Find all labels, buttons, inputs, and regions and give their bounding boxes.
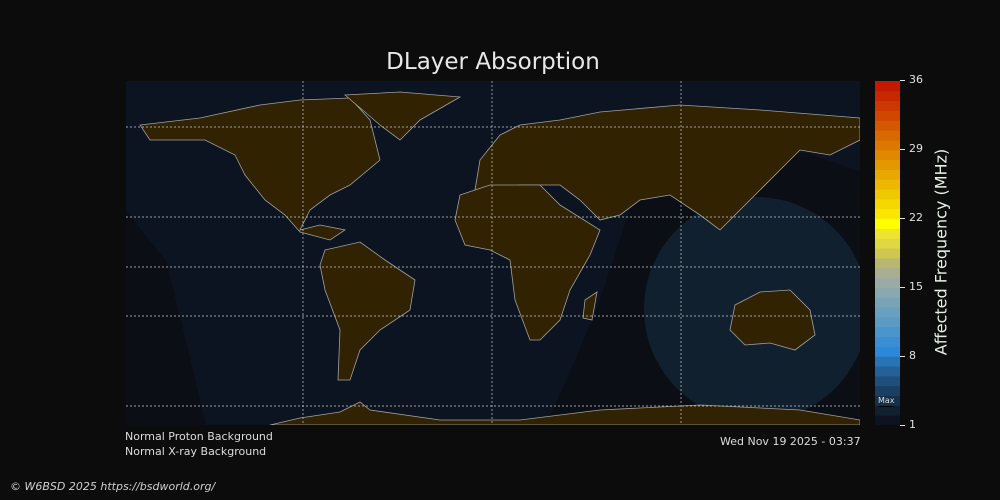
colorbar-band [875,375,900,387]
colorbar-band [875,366,900,377]
colorbar-band [875,297,900,308]
colorbar-band [875,100,900,111]
colorbar-band [875,316,900,328]
north-america [139,97,381,241]
colorbar-band [875,248,900,259]
colorbar-tick: 36 [900,73,923,86]
antarctica [269,401,860,425]
colorbar-band [875,267,900,279]
colorbar-band [875,307,900,318]
colorbar-band [875,385,900,397]
colorbar-band [875,405,900,416]
copyright: © W6BSD 2025 https://bsdworld.org/ [10,480,216,493]
proton-status: Normal Proton Background [125,430,273,443]
colorbar-tick: 8 [900,349,916,362]
colorbar-band [875,228,900,239]
colorbar-band [875,356,900,367]
colorbar-band [875,415,900,425]
colorbar-band [875,198,900,210]
madagascar [582,291,598,321]
colorbar-band [875,120,900,131]
colorbar-band [875,395,900,406]
max-marker: Max [878,396,895,405]
colorbar-band [875,257,900,269]
graticule [126,81,860,425]
australia [729,289,816,351]
colorbar-band [875,238,900,249]
colorbar-band [875,139,900,151]
south-america [319,241,416,381]
night-region [126,211,206,425]
africa [454,184,601,341]
eurasia [474,104,860,231]
greenland [343,91,462,141]
map-title: DLayer Absorption [386,49,600,75]
colorbar-band [875,189,900,200]
colorbar-tick: 1 [900,418,916,431]
colorbar-band [875,159,900,170]
timestamp: Wed Nov 19 2025 - 03:37 [720,435,861,448]
colorbar-band [875,326,900,338]
colorbar-band [875,287,900,298]
colorbar-band [875,149,900,161]
colorbar-label: Affected Frequency (MHz) [931,148,951,356]
colorbar-band [875,218,900,229]
colorbar-tick: 22 [900,211,923,224]
colorbar-tick: 15 [900,280,923,293]
colorbar [875,81,900,425]
colorbar-band [875,90,900,102]
colorbar-band [875,130,900,141]
colorbar-band [875,179,900,190]
colorbar-band [875,208,900,220]
colorbar-band [875,346,900,357]
xray-status: Normal X-ray Background [125,445,267,458]
colorbar-tick: 29 [900,142,923,155]
colorbar-band [875,81,900,92]
colorbar-band [875,110,900,121]
colorbar-band [875,336,900,347]
world-map [126,81,860,425]
max-arrow-icon [878,406,894,407]
colorbar-band [875,277,900,288]
colorbar-band [875,169,900,180]
